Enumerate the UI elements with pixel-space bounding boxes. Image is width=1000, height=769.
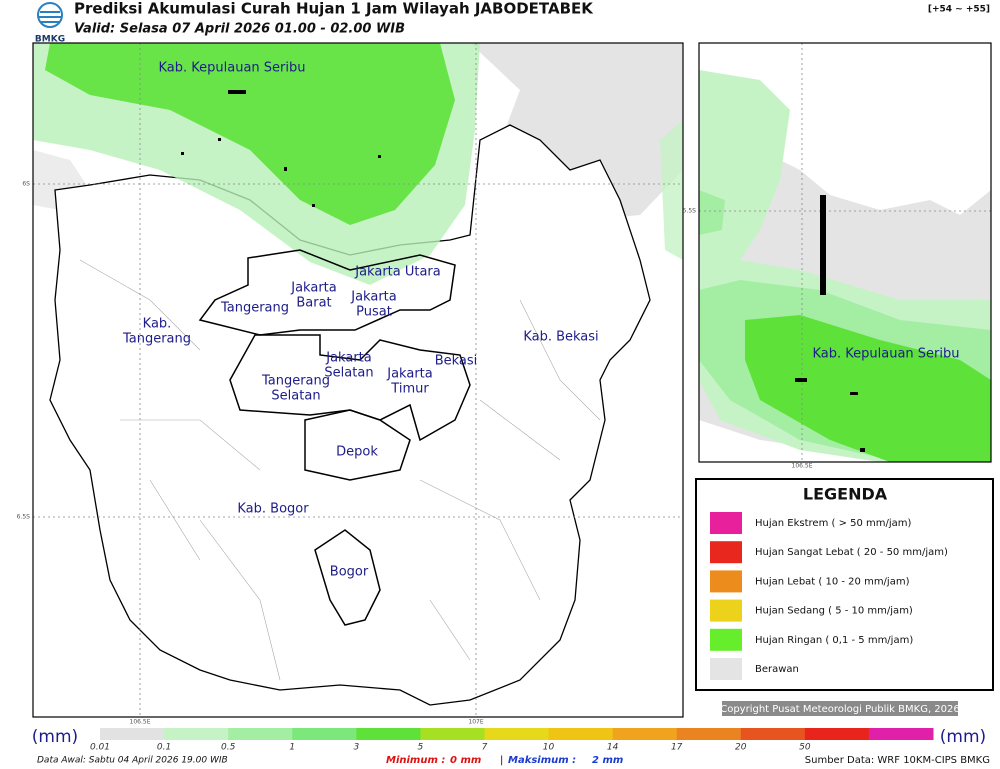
copyright: Copyright Pusat Meteorologi Publik BMKG,… <box>720 704 960 715</box>
valid-time: Valid: Selasa 07 April 2026 01.00 - 02.0… <box>74 22 405 37</box>
min-label: Minimum : <box>386 755 445 766</box>
colorbar-segment <box>612 728 678 740</box>
colorbar-tick: 0.01 <box>90 743 110 753</box>
colorbar-segment <box>292 728 357 740</box>
region-label: Kab. Kepulauan Seribu <box>159 61 306 76</box>
region-label: Bogor <box>330 565 369 580</box>
title: Prediksi Akumulasi Curah Hujan 1 Jam Wil… <box>74 0 594 18</box>
inset-frame <box>698 42 992 463</box>
colorbar-segment <box>484 728 550 740</box>
unit-label: (mm) <box>940 727 986 747</box>
region-label: Kab. Bekasi <box>523 330 598 345</box>
colorbar-tick: 14 <box>607 743 619 753</box>
legend-label: Hujan Ekstrem ( > 50 mm/jam) <box>755 518 912 529</box>
colorbar-tick: 7 <box>482 743 488 753</box>
lon-label: 106.5E <box>130 719 151 726</box>
lat-label: 6.5S <box>17 514 31 521</box>
colorbar: 0.01 0.1 0.5 1 3 5 7 10 14 17 20 50 <box>90 728 934 753</box>
legend-label: Hujan Lebat ( 10 - 20 mm/jam) <box>755 576 910 587</box>
region-label: Bekasi <box>435 354 478 369</box>
unit-label: (mm) <box>32 727 78 747</box>
region-label: Depok <box>336 445 378 460</box>
region-label: Pusat <box>356 305 392 320</box>
colorbar-tick: 1 <box>289 743 295 753</box>
max-label: Maksimum : <box>508 755 576 766</box>
colorbar-tick: 0.1 <box>157 743 171 753</box>
colorbar-segment <box>804 728 870 740</box>
lat-label: 5.5S <box>683 208 697 215</box>
legend-swatch <box>710 570 742 593</box>
colorbar-segment <box>420 728 485 740</box>
logo <box>37 2 63 28</box>
legend-swatch <box>710 512 742 534</box>
run-offset: [+54 ~ +55] <box>928 5 990 15</box>
region-label: Selatan <box>271 389 320 404</box>
region-label: Jakarta <box>350 290 396 305</box>
colorbar-segment <box>164 728 229 740</box>
region-label: Barat <box>296 296 331 311</box>
legend-label: Hujan Sedang ( 5 - 10 mm/jam) <box>755 606 913 617</box>
main-map <box>33 43 683 717</box>
copyright-box <box>722 701 958 716</box>
region-label: Jakarta <box>290 281 336 296</box>
min-value: 0 mm <box>450 755 481 766</box>
colorbar-tick: 20 <box>735 743 747 753</box>
legend-swatch <box>710 628 742 651</box>
legend-title: LEGENDA <box>803 485 888 504</box>
legend-label: Hujan Sangat Lebat ( 20 - 50 mm/jam) <box>755 547 948 558</box>
colorbar-segment <box>548 728 614 740</box>
legend-box <box>695 478 994 691</box>
colorbar-tick: 10 <box>543 743 555 753</box>
colorbar-segment <box>676 728 742 740</box>
main-map-frame <box>32 42 684 718</box>
inset-map <box>699 43 991 462</box>
region-label: Tangerang <box>261 374 330 389</box>
lon-label: 106.5E <box>792 463 813 470</box>
region-label: Jakarta <box>386 367 432 382</box>
colorbar-tick: 3 <box>353 743 359 753</box>
legend-swatch <box>710 541 742 564</box>
region-label: Kab. Kepulauan Seribu <box>813 347 960 362</box>
colorbar-tick: 50 <box>799 743 811 753</box>
region-label: Jakarta Utara <box>354 265 441 280</box>
legend-label: Berawan <box>755 664 799 675</box>
region-label: Kab. Bogor <box>237 502 309 517</box>
start-time: Data Awal: Sabtu 04 April 2026 19.00 WIB <box>37 756 228 766</box>
colorbar-tick: 17 <box>671 743 683 753</box>
colorbar-segment <box>228 728 293 740</box>
legend-items: Hujan Ekstrem ( > 50 mm/jam) Hujan Sangat… <box>710 512 948 680</box>
colorbar-segment <box>100 728 165 740</box>
colorbar-segment <box>356 728 421 740</box>
lon-label: 107E <box>468 719 483 726</box>
colorbar-tick: 0.5 <box>221 743 236 753</box>
max-value: 2 mm <box>592 755 623 766</box>
colorbar-segment <box>740 728 806 740</box>
legend-swatch <box>710 599 742 622</box>
region-labels: Kab. Kepulauan Seribu Jakarta Utara Jakart… <box>122 61 599 580</box>
region-label: Tangerang <box>220 301 289 316</box>
source: Sumber Data: WRF 10KM-CIPS BMKG <box>805 755 990 766</box>
separator: | <box>500 755 503 766</box>
legend-label: Hujan Ringan ( 0,1 - 5 mm/jam) <box>755 635 913 646</box>
colorbar-tick: 5 <box>418 743 424 753</box>
islands <box>181 90 381 207</box>
region-label: Jakarta <box>325 351 371 366</box>
logo-text: BMKG <box>35 35 65 45</box>
colorbar-segment <box>868 728 934 740</box>
region-label: Kab. <box>143 317 172 332</box>
region-label: Tangerang <box>122 332 191 347</box>
region-label: Timur <box>390 382 429 397</box>
legend-swatch <box>710 658 742 680</box>
lat-label: 6S <box>22 181 30 188</box>
region-label: Selatan <box>324 366 373 381</box>
